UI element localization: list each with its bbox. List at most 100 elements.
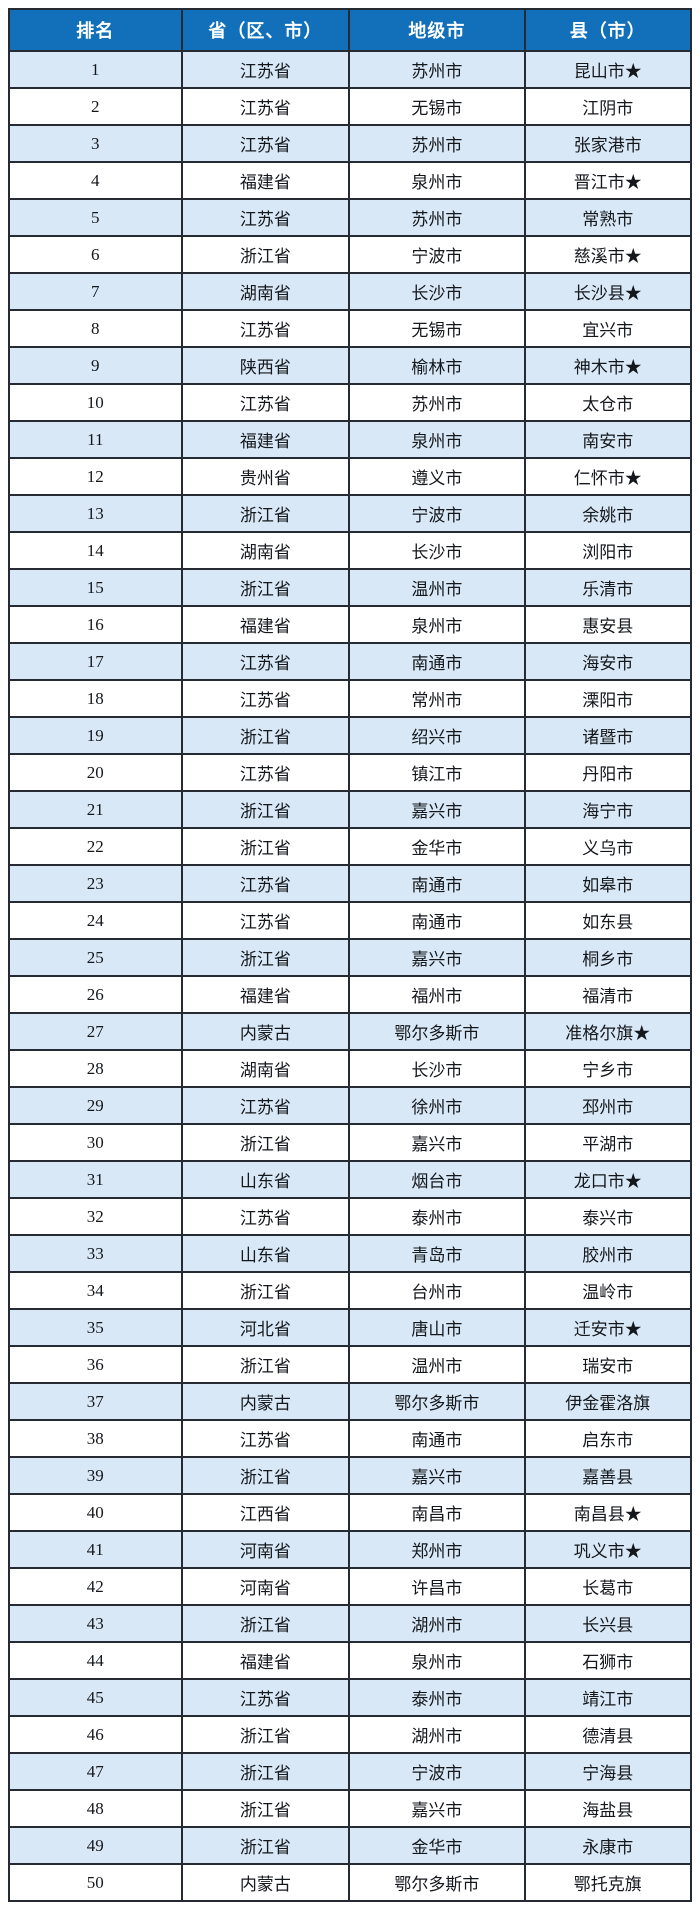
table-row: 48 浙江省 嘉兴市 海盐县 <box>8 1789 693 1828</box>
cell-province: 山东省 <box>180 1234 351 1273</box>
cell-province: 福建省 <box>180 975 351 1014</box>
cell-city: 无锡市 <box>348 87 526 126</box>
cell-county: 瑞安市 <box>523 1345 693 1384</box>
table-row: 50 内蒙古 鄂尔多斯市 鄂托克旗 <box>8 1863 693 1902</box>
cell-province: 江苏省 <box>180 309 351 348</box>
table-row: 30 浙江省 嘉兴市 平湖市 <box>8 1123 693 1162</box>
cell-county: 余姚市 <box>523 494 693 533</box>
cell-city: 常州市 <box>348 679 526 718</box>
cell-county: 海宁市 <box>523 790 693 829</box>
cell-county: 长葛市 <box>523 1567 693 1606</box>
table-row: 1 江苏省 苏州市 昆山市★ <box>8 50 693 89</box>
table-row: 45 江苏省 泰州市 靖江市 <box>8 1678 693 1717</box>
table-row: 21 浙江省 嘉兴市 海宁市 <box>8 790 693 829</box>
cell-county: 晋江市★ <box>523 161 693 200</box>
cell-rank: 47 <box>8 1752 183 1791</box>
cell-city: 鄂尔多斯市 <box>348 1863 526 1902</box>
table-body: 1 江苏省 苏州市 昆山市★ 2 江苏省 无锡市 江阴市 3 江苏省 苏州市 张家港市 4 福建省 泉州市晋… <box>8 50 693 1902</box>
cell-rank: 23 <box>8 864 183 903</box>
cell-county: 义乌市 <box>523 827 693 866</box>
cell-rank: 1 <box>8 50 183 89</box>
cell-county: 平湖市 <box>523 1123 693 1162</box>
cell-rank: 38 <box>8 1419 183 1458</box>
table-row: 10 江苏省 苏州市 太仓市 <box>8 383 693 422</box>
table-row: 14 湖南省 长沙市 浏阳市 <box>8 531 693 570</box>
cell-rank: 21 <box>8 790 183 829</box>
cell-county: 长沙县★ <box>523 272 693 311</box>
cell-rank: 37 <box>8 1382 183 1421</box>
cell-rank: 41 <box>8 1530 183 1569</box>
cell-city: 宁波市 <box>348 494 526 533</box>
cell-rank: 6 <box>8 235 183 274</box>
cell-county: 鄂托克旗 <box>523 1863 693 1902</box>
table-row: 2 江苏省 无锡市 江阴市 <box>8 87 693 126</box>
cell-province: 浙江省 <box>180 716 351 755</box>
cell-city: 鄂尔多斯市 <box>348 1012 526 1051</box>
cell-rank: 29 <box>8 1086 183 1125</box>
cell-rank: 31 <box>8 1160 183 1199</box>
table-row: 39 浙江省 嘉兴市 嘉善县 <box>8 1456 693 1495</box>
cell-rank: 46 <box>8 1715 183 1754</box>
cell-city: 金华市 <box>348 827 526 866</box>
cell-rank: 4 <box>8 161 183 200</box>
cell-province: 福建省 <box>180 420 351 459</box>
cell-county: 南安市 <box>523 420 693 459</box>
cell-province: 江苏省 <box>180 124 351 163</box>
table-row: 35 河北省 唐山市 迁安市★ <box>8 1308 693 1347</box>
cell-province: 浙江省 <box>180 1789 351 1828</box>
cell-county: 昆山市★ <box>523 50 693 89</box>
cell-county: 巩义市★ <box>523 1530 693 1569</box>
table-row: 20 江苏省 镇江市 丹阳市 <box>8 753 693 792</box>
cell-city: 泉州市 <box>348 605 526 644</box>
cell-county: 福清市 <box>523 975 693 1014</box>
table-row: 19 浙江省 绍兴市 诸暨市 <box>8 716 693 755</box>
cell-county: 宁海县 <box>523 1752 693 1791</box>
cell-county: 启东市 <box>523 1419 693 1458</box>
cell-county: 桐乡市 <box>523 938 693 977</box>
cell-province: 福建省 <box>180 1641 351 1680</box>
cell-county: 龙口市★ <box>523 1160 693 1199</box>
cell-city: 许昌市 <box>348 1567 526 1606</box>
cell-county: 诸暨市 <box>523 716 693 755</box>
cell-province: 内蒙古 <box>180 1863 351 1902</box>
cell-rank: 34 <box>8 1271 183 1310</box>
cell-city: 福州市 <box>348 975 526 1014</box>
cell-rank: 45 <box>8 1678 183 1717</box>
cell-rank: 3 <box>8 124 183 163</box>
cell-rank: 44 <box>8 1641 183 1680</box>
cell-city: 长沙市 <box>348 531 526 570</box>
table-row: 47 浙江省 宁波市 宁海县 <box>8 1752 693 1791</box>
table-row: 40 江西省 南昌市 南昌县★ <box>8 1493 693 1532</box>
cell-rank: 28 <box>8 1049 183 1088</box>
cell-county: 如东县 <box>523 901 693 940</box>
cell-province: 河南省 <box>180 1567 351 1606</box>
cell-province: 江苏省 <box>180 1086 351 1125</box>
cell-province: 江苏省 <box>180 753 351 792</box>
cell-city: 苏州市 <box>348 50 526 89</box>
cell-county: 丹阳市 <box>523 753 693 792</box>
cell-rank: 40 <box>8 1493 183 1532</box>
table-row: 37 内蒙古 鄂尔多斯市 伊金霍洛旗 <box>8 1382 693 1421</box>
cell-province: 浙江省 <box>180 494 351 533</box>
cell-city: 长沙市 <box>348 1049 526 1088</box>
cell-county: 泰兴市 <box>523 1197 693 1236</box>
table-row: 5 江苏省 苏州市 常熟市 <box>8 198 693 237</box>
cell-rank: 24 <box>8 901 183 940</box>
cell-county: 邳州市 <box>523 1086 693 1125</box>
cell-rank: 8 <box>8 309 183 348</box>
county-ranking-table: 排名 省（区、市） 地级市 县（市） 1 江苏省 苏州市 昆山市★ 2 江苏省 无锡市 江阴市… <box>8 8 693 1902</box>
cell-city: 徐州市 <box>348 1086 526 1125</box>
table-row: 13 浙江省 宁波市 余姚市 <box>8 494 693 533</box>
cell-rank: 13 <box>8 494 183 533</box>
cell-province: 内蒙古 <box>180 1012 351 1051</box>
cell-rank: 32 <box>8 1197 183 1236</box>
table-row: 49 浙江省 金华市 永康市 <box>8 1826 693 1865</box>
cell-city: 嘉兴市 <box>348 1123 526 1162</box>
cell-city: 南昌市 <box>348 1493 526 1532</box>
header-row: 排名 省（区、市） 地级市 县（市） <box>8 8 693 52</box>
table-row: 44 福建省 泉州市 石狮市 <box>8 1641 693 1680</box>
cell-city: 泉州市 <box>348 420 526 459</box>
cell-city: 无锡市 <box>348 309 526 348</box>
cell-province: 江苏省 <box>180 679 351 718</box>
cell-city: 金华市 <box>348 1826 526 1865</box>
